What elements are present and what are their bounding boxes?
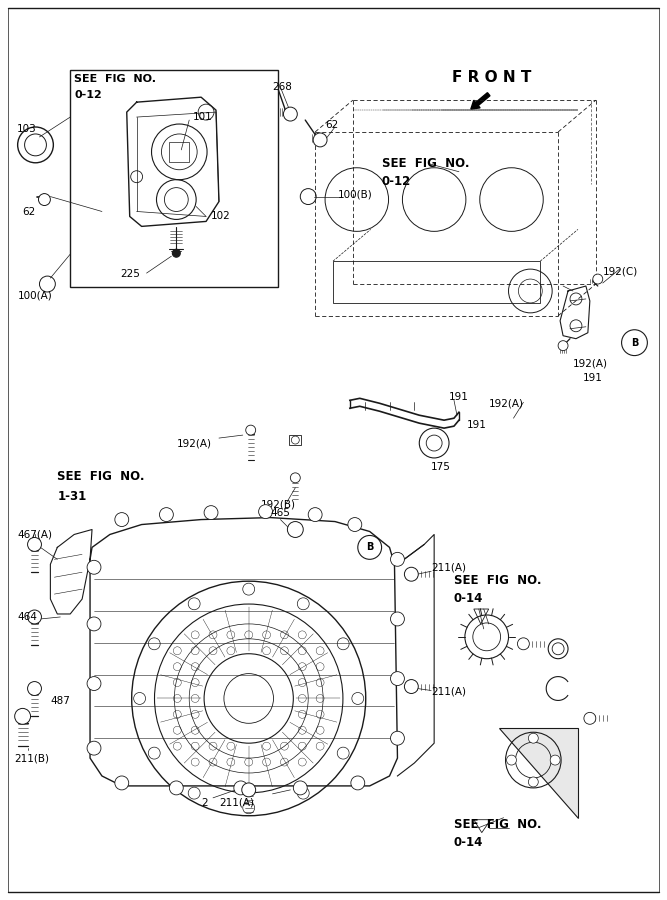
Text: 211(B): 211(B): [15, 753, 49, 763]
Circle shape: [159, 508, 173, 522]
Text: 211(A): 211(A): [431, 687, 466, 697]
Text: 211(A): 211(A): [219, 797, 254, 808]
Polygon shape: [474, 820, 491, 832]
Circle shape: [87, 742, 101, 755]
Circle shape: [172, 249, 180, 257]
Text: B: B: [631, 338, 638, 347]
Circle shape: [351, 776, 365, 790]
Circle shape: [290, 472, 300, 482]
FancyArrow shape: [471, 93, 490, 109]
Circle shape: [27, 537, 41, 552]
Bar: [169, 142, 189, 162]
Bar: [70, 70, 278, 287]
Text: 0-14: 0-14: [454, 835, 484, 849]
Text: 100(B): 100(B): [338, 190, 373, 200]
Circle shape: [87, 561, 101, 574]
Text: 192(C): 192(C): [603, 266, 638, 276]
Circle shape: [593, 274, 603, 284]
Text: 192(A): 192(A): [489, 399, 524, 409]
Circle shape: [348, 518, 362, 532]
Text: 465: 465: [271, 508, 290, 518]
Circle shape: [169, 781, 183, 795]
Circle shape: [204, 506, 218, 519]
Circle shape: [39, 194, 51, 205]
Text: 0-12: 0-12: [74, 90, 102, 100]
Text: SEE  FIG  NO.: SEE FIG NO.: [382, 157, 469, 170]
Text: 62: 62: [23, 206, 36, 217]
Circle shape: [87, 617, 101, 631]
Circle shape: [404, 567, 418, 581]
Text: 467(A): 467(A): [17, 529, 53, 539]
Text: SEE  FIG  NO.: SEE FIG NO.: [454, 818, 542, 831]
Text: SEE  FIG  NO.: SEE FIG NO.: [74, 75, 156, 85]
Circle shape: [390, 612, 404, 625]
Polygon shape: [499, 728, 578, 818]
Text: 0-12: 0-12: [382, 175, 411, 188]
Circle shape: [506, 755, 516, 765]
Circle shape: [87, 677, 101, 690]
Circle shape: [390, 553, 404, 566]
Text: 175: 175: [431, 462, 451, 472]
Circle shape: [115, 776, 129, 790]
Text: 268: 268: [273, 82, 292, 93]
Circle shape: [283, 107, 297, 121]
Text: B: B: [366, 543, 374, 553]
Text: 192(A): 192(A): [573, 358, 608, 369]
Text: 192(B): 192(B): [261, 500, 295, 509]
Bar: [289, 435, 301, 445]
Circle shape: [518, 638, 530, 650]
Circle shape: [287, 522, 303, 537]
Circle shape: [245, 425, 255, 435]
Text: 225: 225: [120, 269, 139, 279]
Circle shape: [584, 713, 596, 725]
Text: 103: 103: [17, 124, 37, 134]
Text: SEE  FIG  NO.: SEE FIG NO.: [57, 470, 145, 483]
Circle shape: [259, 505, 273, 518]
Text: 100(A): 100(A): [17, 291, 53, 301]
Bar: [333, 261, 540, 303]
Circle shape: [27, 610, 41, 624]
Text: 101: 101: [193, 112, 213, 122]
Circle shape: [115, 513, 129, 526]
Text: F R O N T: F R O N T: [452, 70, 532, 86]
Polygon shape: [474, 609, 489, 624]
Text: 62: 62: [325, 120, 338, 130]
Text: 102: 102: [211, 212, 231, 221]
Text: 464: 464: [17, 612, 37, 622]
Text: 0-14: 0-14: [454, 592, 484, 605]
Circle shape: [308, 508, 322, 522]
Circle shape: [390, 732, 404, 745]
Circle shape: [404, 680, 418, 694]
Circle shape: [528, 777, 538, 787]
Text: 191: 191: [467, 420, 487, 430]
Text: 2: 2: [201, 797, 207, 808]
Text: 487: 487: [51, 697, 70, 706]
Circle shape: [550, 755, 560, 765]
Circle shape: [15, 708, 31, 725]
Circle shape: [241, 783, 255, 796]
Circle shape: [313, 133, 327, 147]
Circle shape: [390, 671, 404, 686]
Circle shape: [27, 681, 41, 696]
Circle shape: [528, 734, 538, 743]
Text: 192(A): 192(A): [176, 438, 211, 448]
Text: 191: 191: [449, 392, 469, 402]
Circle shape: [558, 341, 568, 351]
Text: 1-31: 1-31: [57, 490, 87, 503]
Circle shape: [293, 781, 307, 795]
Text: 191: 191: [583, 374, 603, 383]
Text: SEE  FIG  NO.: SEE FIG NO.: [454, 574, 542, 587]
Text: 211(A): 211(A): [431, 562, 466, 572]
Circle shape: [234, 781, 247, 795]
